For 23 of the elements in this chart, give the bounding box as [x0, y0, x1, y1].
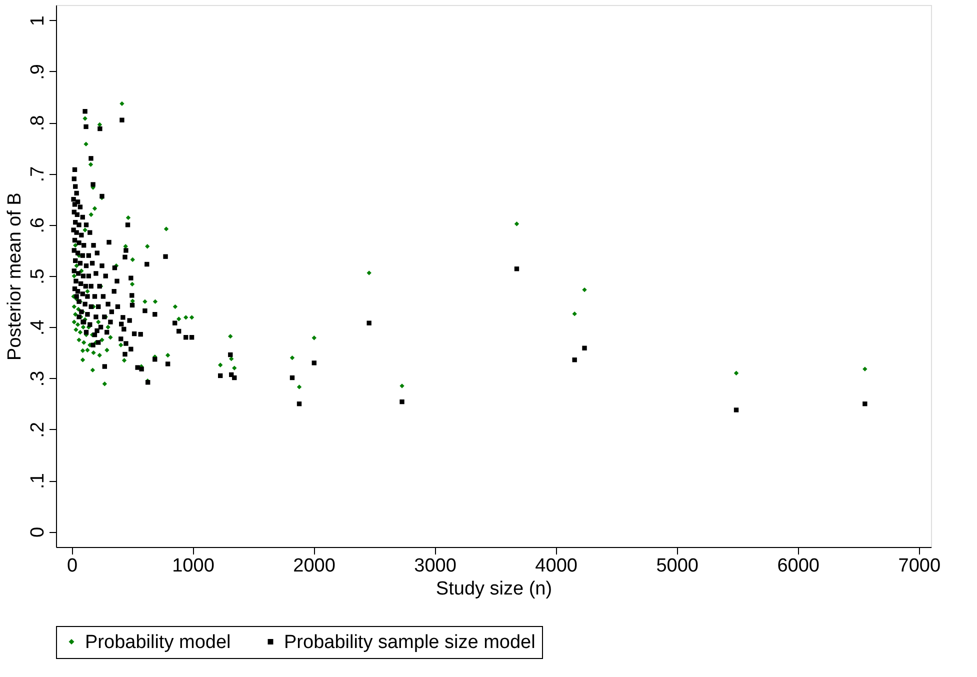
- x-axis-title: Study size (n): [436, 578, 552, 600]
- x-tick-label: 5000: [656, 556, 698, 576]
- x-tick-label: 3000: [414, 556, 456, 576]
- x-tick-label: 4000: [535, 556, 578, 576]
- legend-label: Probability model: [85, 632, 231, 653]
- y-tick-label: .2: [28, 422, 48, 438]
- x-tick-label: 6000: [777, 556, 820, 576]
- y-tick-label: 0: [28, 526, 48, 538]
- x-tick-label: 0: [66, 556, 78, 576]
- y-tick-label: .6: [28, 217, 48, 234]
- y-tick-label: 1: [28, 16, 48, 26]
- y-tick-label: .7: [28, 166, 48, 182]
- x-tick-label: 2000: [293, 556, 336, 576]
- y-tick-label: .1: [28, 473, 48, 489]
- legend-label: Probability sample size model: [284, 632, 536, 653]
- y-tick-label: .5: [28, 268, 48, 284]
- x-tick-label: 1000: [172, 556, 214, 576]
- y-tick-label: .9: [28, 64, 48, 80]
- y-tick-label: .4: [28, 319, 48, 336]
- y-tick-label: .8: [28, 115, 48, 132]
- y-axis-title: Posterior mean of B: [4, 192, 26, 360]
- y-tick-label: .3: [28, 370, 48, 387]
- x-tick-label: 7000: [898, 556, 941, 576]
